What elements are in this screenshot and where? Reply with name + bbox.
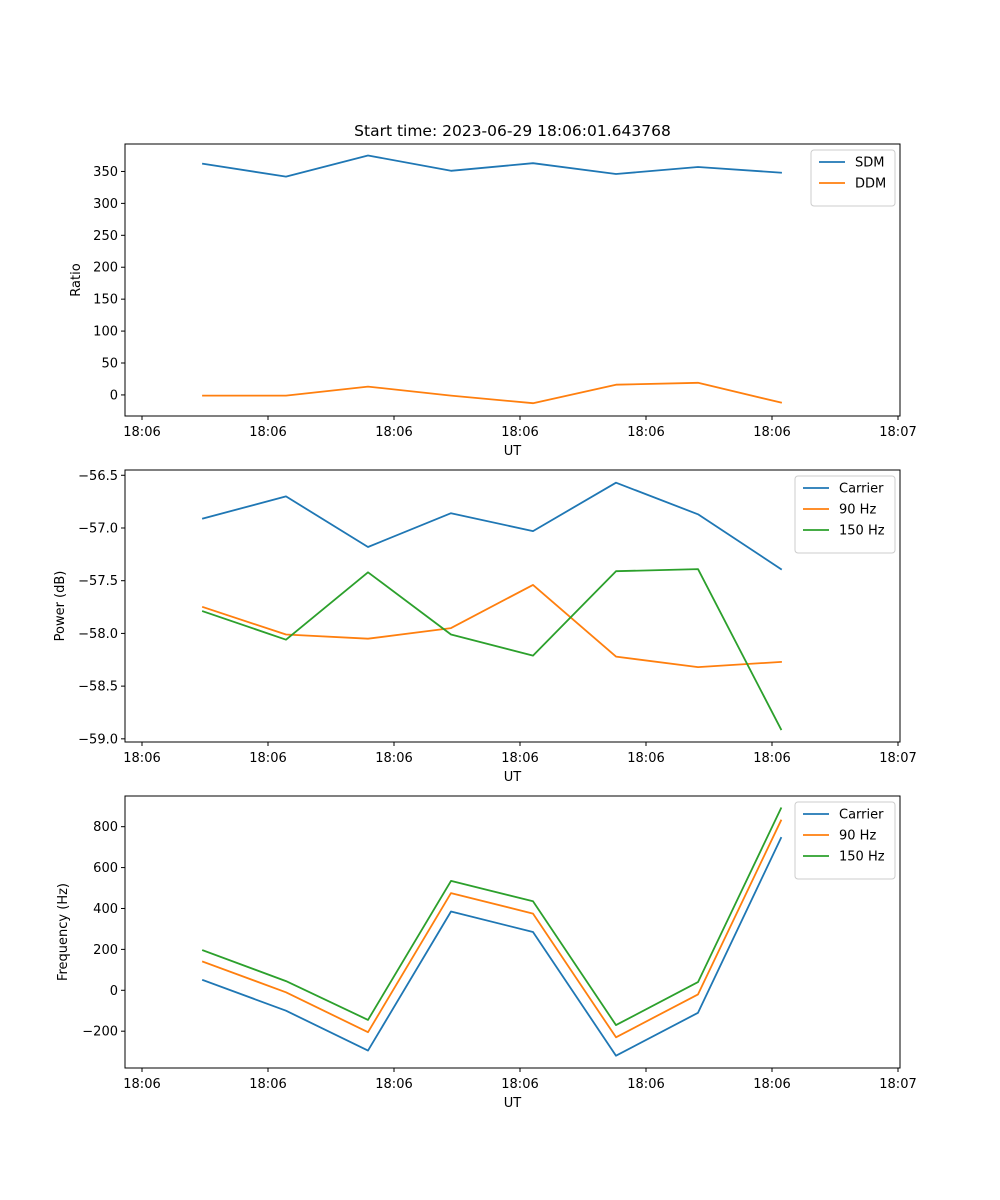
series-line-150-hz: [201, 807, 783, 1026]
y-axis-label: Ratio: [69, 263, 84, 296]
series-line-ddm: [202, 381, 783, 405]
x-tick-label: 18:06: [249, 751, 286, 766]
legend-label: DDM: [855, 177, 886, 192]
x-tick-label: 18:06: [375, 751, 412, 766]
series-line-sdm: [201, 154, 782, 178]
series-line-90-hz: [201, 819, 783, 1039]
y-axis-label: Power (dB): [53, 571, 68, 642]
x-tick-label: 18:06: [249, 425, 286, 440]
x-tick-label: 18:06: [249, 1077, 286, 1092]
y-tick-label: −57.0: [78, 521, 118, 536]
figure-title: Start time: 2023-06-29 18:06:01.643768: [354, 122, 671, 140]
y-tick-label: 600: [93, 861, 118, 876]
x-tick-label: 18:06: [375, 1077, 412, 1092]
legend-label: SDM: [855, 156, 884, 171]
legend-label: 90 Hz: [839, 503, 876, 518]
legend: Carrier 90 Hz 150 Hz: [794, 801, 896, 880]
y-tick-label: −56.5: [78, 469, 118, 484]
y-tick-label: −58.0: [78, 627, 118, 642]
plot-frame: [124, 795, 901, 1069]
x-tick-label: 18:06: [501, 1077, 538, 1092]
y-tick-label: 50: [101, 357, 118, 372]
x-tick-label: 18:07: [879, 751, 916, 766]
plot-frame: [124, 143, 901, 417]
legend: SDM DDM: [810, 149, 896, 207]
legend-label: 150 Hz: [839, 850, 885, 865]
legend-box: [794, 801, 896, 880]
legend-box: [794, 475, 896, 554]
y-tick-label: 0: [110, 984, 118, 999]
x-tick-label: 18:06: [123, 425, 160, 440]
x-tick-label: 18:06: [753, 1077, 790, 1092]
series-line-carrier: [201, 481, 783, 571]
y-tick-label: −200: [82, 1025, 118, 1040]
y-tick-label: 0: [110, 388, 118, 403]
x-axis-label: UT: [504, 1096, 522, 1111]
legend-label: 90 Hz: [839, 829, 876, 844]
y-tick-label: 400: [93, 902, 118, 917]
y-tick-label: 300: [93, 197, 118, 212]
y-tick-label: 200: [93, 261, 118, 276]
x-tick-label: 18:07: [879, 425, 916, 440]
y-tick-label: −57.5: [78, 574, 118, 589]
x-axis-label: UT: [504, 770, 522, 785]
y-axis-label: Frequency (Hz): [56, 883, 71, 981]
legend: Carrier 90 Hz 150 Hz: [794, 475, 896, 554]
x-tick-label: 18:06: [627, 425, 664, 440]
x-tick-label: 18:06: [753, 751, 790, 766]
y-tick-label: −58.5: [78, 680, 118, 695]
x-tick-label: 18:06: [501, 751, 538, 766]
y-tick-label: 200: [93, 943, 118, 958]
x-tick-label: 18:06: [123, 1077, 160, 1092]
power-chart: 18:06 18:06 18:06 18:06 18:06 18:06 18:07 −59.0…: [53, 469, 917, 785]
series-line-carrier: [201, 836, 783, 1057]
x-tick-label: 18:06: [501, 425, 538, 440]
y-tick-label: −59.0: [78, 732, 118, 747]
x-axis-label: UT: [504, 444, 522, 459]
y-tick-label: 100: [93, 325, 118, 340]
x-tick-label: 18:07: [879, 1077, 916, 1092]
x-tick-label: 18:06: [627, 1077, 664, 1092]
x-tick-label: 18:06: [627, 751, 664, 766]
y-tick-label: 800: [93, 820, 118, 835]
y-tick-label: 250: [93, 229, 118, 244]
frequency-chart: 18:06 18:06 18:06 18:06 18:06 18:06 18:07 −200 0…: [56, 795, 917, 1111]
legend-label: 150 Hz: [839, 524, 885, 539]
y-tick-label: 150: [93, 293, 118, 308]
x-tick-label: 18:06: [375, 425, 412, 440]
plot-frame: [124, 469, 901, 743]
legend-box: [810, 149, 896, 207]
y-tick-label: 350: [93, 165, 118, 180]
x-tick-label: 18:06: [123, 751, 160, 766]
series-line-90-hz: [201, 584, 782, 668]
x-tick-label: 18:06: [753, 425, 790, 440]
legend-label: Carrier: [839, 482, 884, 497]
series-line-150-hz: [201, 568, 783, 731]
legend-label: Carrier: [839, 808, 884, 823]
ratio-chart: 18:06 18:06 18:06 18:06 18:06 18:06 18:07 0 50 10…: [69, 143, 917, 459]
